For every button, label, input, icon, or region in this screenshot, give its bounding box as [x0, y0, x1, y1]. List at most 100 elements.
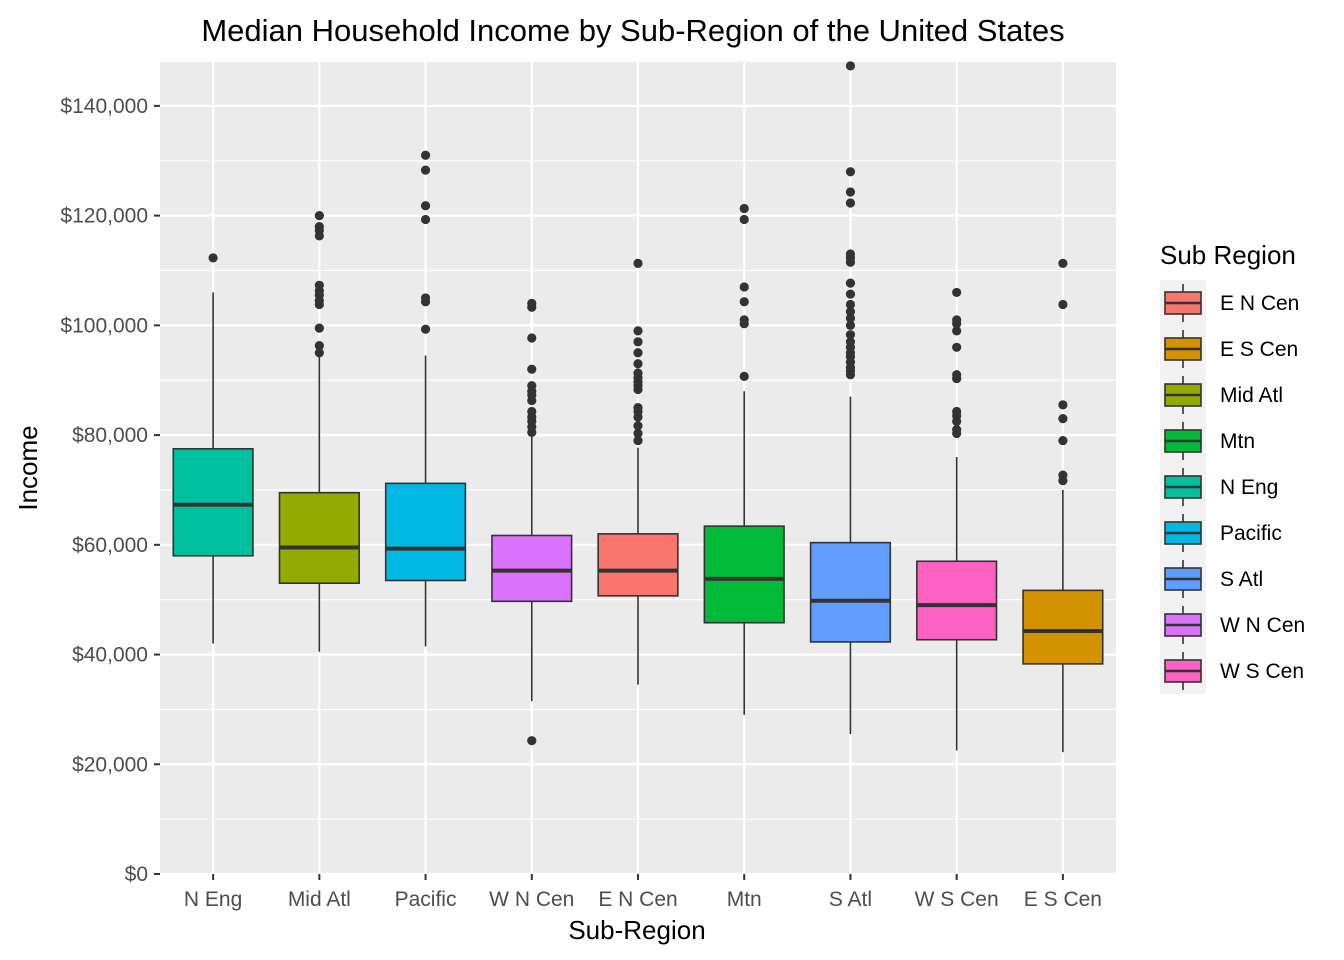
outlier-point: [527, 298, 537, 309]
legend-entry-n-eng: N Eng: [1164, 468, 1278, 506]
outlier-point: [952, 315, 962, 325]
x-axis-title: Sub-Region: [568, 915, 705, 945]
x-tick-label: Mtn: [727, 888, 762, 911]
x-tick-label: W N Cen: [489, 888, 574, 911]
outlier-point: [739, 371, 749, 381]
outlier-point: [739, 297, 749, 307]
legend-label: E S Cen: [1220, 338, 1298, 361]
outlier-point: [845, 337, 856, 347]
legend-label: N Eng: [1220, 476, 1278, 499]
y-tick-label: $100,000: [60, 314, 148, 337]
outlier-point: [1058, 258, 1068, 268]
outlier-point: [633, 421, 643, 431]
x-tick-label: S Atl: [829, 888, 872, 911]
box-body: [597, 533, 679, 597]
y-tick-label: $120,000: [60, 205, 148, 228]
chart-title: Median Household Income by Sub-Region of…: [201, 13, 1064, 48]
outlier-point: [1058, 470, 1068, 480]
outlier-point: [845, 330, 856, 340]
box-body: [703, 525, 785, 624]
outlier-point: [420, 324, 431, 334]
outlier-point: [633, 428, 643, 439]
outlier-point: [527, 406, 537, 417]
x-tick-label: N Eng: [184, 888, 242, 911]
y-tick-label: $140,000: [60, 95, 148, 118]
legend-entry-e-s-cen: E S Cen: [1164, 330, 1298, 368]
legend-entry-mid-atl: Mid Atl: [1164, 376, 1283, 414]
outlier-point: [1058, 414, 1068, 424]
outlier-point: [952, 287, 962, 298]
outlier-point: [845, 307, 856, 317]
outlier-point: [420, 150, 431, 160]
outlier-point: [527, 381, 537, 391]
outlier-point: [952, 326, 962, 336]
outlier-point: [845, 187, 856, 197]
legend-entry-w-n-cen: W N Cen: [1164, 606, 1305, 644]
legend-label: E N Cen: [1220, 292, 1299, 315]
y-tick-label: $80,000: [72, 424, 148, 447]
legend-label: S Atl: [1220, 568, 1263, 591]
box-e-n-cen: [597, 258, 679, 685]
x-tick-label: E S Cen: [1024, 888, 1102, 911]
outlier-point: [739, 315, 749, 325]
outlier-point: [845, 198, 856, 208]
y-tick-label: $0: [125, 863, 148, 886]
x-tick-label: Mid Atl: [288, 888, 351, 911]
outlier-point: [1058, 299, 1068, 310]
y-tick-label: $60,000: [72, 534, 148, 557]
outlier-point: [314, 221, 324, 232]
legend-label: W N Cen: [1220, 614, 1305, 637]
box-mid-atl: [278, 211, 360, 652]
outlier-point: [314, 211, 324, 221]
outlier-point: [845, 320, 856, 330]
outlier-point: [527, 333, 537, 343]
outlier-point: [952, 342, 962, 352]
legend-entry-mtn: Mtn: [1164, 422, 1255, 460]
outlier-point: [314, 323, 324, 333]
outlier-point: [739, 214, 749, 225]
y-tick-label: $20,000: [72, 753, 148, 776]
outlier-point: [952, 406, 962, 417]
outlier-point: [420, 201, 431, 211]
outlier-point: [420, 165, 431, 175]
outlier-point: [527, 364, 537, 374]
box-body: [809, 541, 892, 643]
outlier-point: [845, 313, 856, 323]
outlier-point: [420, 214, 431, 225]
outlier-point: [633, 337, 643, 347]
legend: Sub Region E N Cen E S Cen Mid Atl Mtn N Eng…: [1160, 240, 1305, 694]
outlier-point: [845, 167, 856, 177]
x-tick-label: E N Cen: [598, 888, 677, 911]
legend-title: Sub Region: [1160, 240, 1296, 270]
box-w-s-cen: [916, 287, 998, 751]
y-axis-title: Income: [13, 425, 43, 510]
outlier-point: [208, 253, 218, 263]
legend-label: Mtn: [1220, 430, 1255, 453]
outlier-point: [845, 249, 856, 259]
outlier-point: [314, 348, 324, 358]
outlier-point: [633, 348, 643, 358]
box-s-atl: [809, 61, 892, 735]
outlier-point: [527, 736, 537, 746]
outlier-point: [1058, 435, 1068, 446]
y-tick-label: $40,000: [72, 644, 148, 667]
outlier-point: [633, 435, 643, 446]
outlier-point: [739, 203, 749, 214]
box-mtn: [703, 203, 785, 715]
box-body: [278, 491, 360, 585]
box-e-s-cen: [1022, 258, 1104, 753]
box-body: [491, 534, 573, 603]
outlier-point: [633, 258, 643, 268]
box-body: [916, 560, 998, 641]
legend-entry-pacific: Pacific: [1164, 514, 1282, 552]
box-w-n-cen: [491, 298, 573, 746]
outlier-point: [1058, 400, 1068, 410]
legend-entry-s-atl: S Atl: [1164, 560, 1263, 598]
outlier-point: [633, 326, 643, 336]
outlier-point: [420, 293, 431, 303]
legend-entry-e-n-cen: E N Cen: [1164, 284, 1299, 322]
x-tick-label: Pacific: [395, 888, 457, 911]
legend-entry-w-s-cen: W S Cen: [1164, 652, 1304, 690]
outlier-point: [314, 341, 324, 351]
outlier-point: [952, 370, 962, 380]
